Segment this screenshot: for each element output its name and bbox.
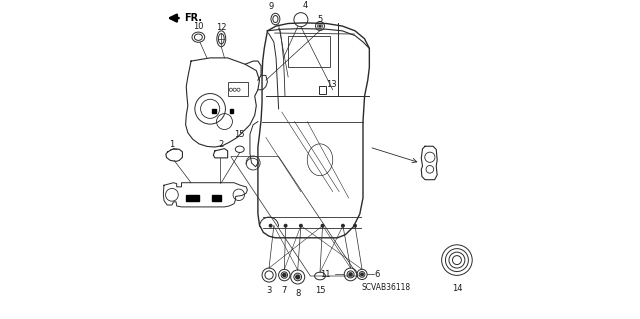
Bar — [319, 86, 326, 93]
Circle shape — [296, 275, 300, 279]
Text: 7: 7 — [282, 286, 287, 295]
Text: 5: 5 — [317, 15, 323, 24]
Circle shape — [300, 225, 302, 227]
Bar — [212, 109, 216, 113]
Circle shape — [284, 225, 287, 227]
Bar — [212, 195, 221, 201]
Text: 14: 14 — [452, 284, 462, 293]
Circle shape — [283, 273, 286, 277]
Text: 15: 15 — [315, 286, 325, 295]
Text: 4: 4 — [303, 1, 308, 10]
Circle shape — [321, 225, 324, 227]
Circle shape — [349, 273, 352, 276]
Text: 2: 2 — [219, 140, 224, 149]
Text: FR.: FR. — [184, 13, 202, 23]
Text: 1: 1 — [170, 140, 175, 149]
Bar — [288, 36, 330, 67]
Text: 12: 12 — [216, 23, 227, 32]
Text: 3: 3 — [266, 286, 272, 295]
Bar — [230, 109, 234, 113]
Circle shape — [319, 25, 321, 27]
Text: 11: 11 — [320, 270, 330, 279]
Circle shape — [269, 225, 272, 227]
Text: 13: 13 — [326, 80, 337, 89]
Bar — [228, 82, 248, 96]
Text: 6: 6 — [374, 270, 380, 279]
Circle shape — [354, 225, 356, 227]
Text: SCVAB36118: SCVAB36118 — [362, 283, 410, 292]
Text: 9: 9 — [268, 2, 273, 11]
Text: 8: 8 — [295, 289, 300, 298]
Circle shape — [361, 273, 364, 276]
Text: 15: 15 — [234, 130, 245, 139]
Circle shape — [342, 225, 344, 227]
Bar — [186, 195, 199, 201]
Text: 10: 10 — [193, 23, 204, 32]
